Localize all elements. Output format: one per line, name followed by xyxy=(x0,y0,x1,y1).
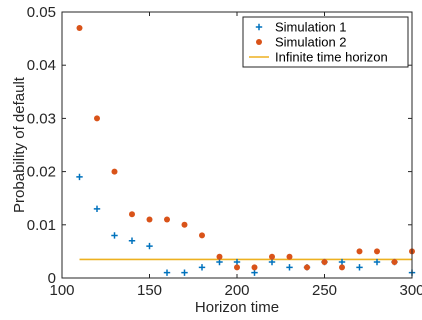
data-point-sim1 xyxy=(198,264,206,271)
data-point-sim1 xyxy=(163,269,171,276)
data-point-sim2 xyxy=(356,248,363,255)
data-point-sim2 xyxy=(339,264,345,271)
data-point-sim1 xyxy=(233,258,241,266)
data-point-sim2 xyxy=(251,264,258,271)
legend-box xyxy=(242,16,409,68)
y-tick-label: 0.05 xyxy=(27,4,56,21)
data-point-sim1 xyxy=(338,258,346,266)
data-point-sim1 xyxy=(111,232,118,239)
y-tick-label: 0 xyxy=(48,270,56,287)
x-tick-label: 200 xyxy=(224,282,249,299)
x-tick-label: 150 xyxy=(137,282,162,299)
data-point-sim2 xyxy=(146,216,153,223)
data-point-sim2 xyxy=(129,211,135,218)
data-point-sim1 xyxy=(268,258,276,266)
data-point-sim1 xyxy=(373,258,381,266)
data-point-sim2 xyxy=(321,259,328,265)
data-point-sim1 xyxy=(286,264,293,271)
x-tick-label: 300 xyxy=(399,282,422,299)
x-axis-title: Horizon time xyxy=(195,299,279,316)
data-point-sim1 xyxy=(356,264,363,271)
data-point-sim2 xyxy=(286,253,293,260)
data-point-sim2 xyxy=(216,253,223,260)
data-point-sim2 xyxy=(304,264,310,271)
data-point-sim1 xyxy=(76,173,83,181)
legend-swatch-2 xyxy=(256,39,262,45)
legend-swatch-1 xyxy=(255,23,263,31)
data-point-sim2 xyxy=(76,25,83,31)
y-tick-label: 0.04 xyxy=(27,57,56,74)
data-point-sim1 xyxy=(146,242,153,250)
data-point-sim1 xyxy=(181,269,188,276)
data-point-sim1 xyxy=(128,237,136,244)
legend-label-2: Simulation 2 xyxy=(275,35,347,50)
x-tick-label: 250 xyxy=(312,282,337,299)
data-point-sim1 xyxy=(251,269,258,276)
data-point-sim2 xyxy=(269,253,275,260)
data-point-sim2 xyxy=(164,216,170,223)
y-tick-label: 0.02 xyxy=(27,164,56,181)
y-tick-label: 0.03 xyxy=(27,110,56,127)
y-tick-label: 0.01 xyxy=(27,217,56,234)
x-tick-label: 100 xyxy=(49,282,74,299)
data-point-sim2 xyxy=(391,259,398,265)
data-point-sim1 xyxy=(93,205,101,213)
legend-label-1: Simulation 1 xyxy=(275,20,347,35)
data-point-sim1 xyxy=(216,258,223,266)
data-point-sim2 xyxy=(234,264,240,271)
data-point-sim2 xyxy=(374,248,380,255)
data-point-sim2 xyxy=(111,168,118,175)
axes-layer: 100 150 200 250 300 0 0.01 0.02 0.03 0.04 0.05 xyxy=(27,4,422,299)
data-point-sim2 xyxy=(181,221,188,228)
data-point-sim2 xyxy=(94,115,100,122)
y-axis-title: Probability of default xyxy=(11,76,28,213)
series-layer xyxy=(76,25,416,276)
data-point-sim2 xyxy=(199,232,205,239)
legend-label-3: Infinite time horizon xyxy=(275,50,388,65)
